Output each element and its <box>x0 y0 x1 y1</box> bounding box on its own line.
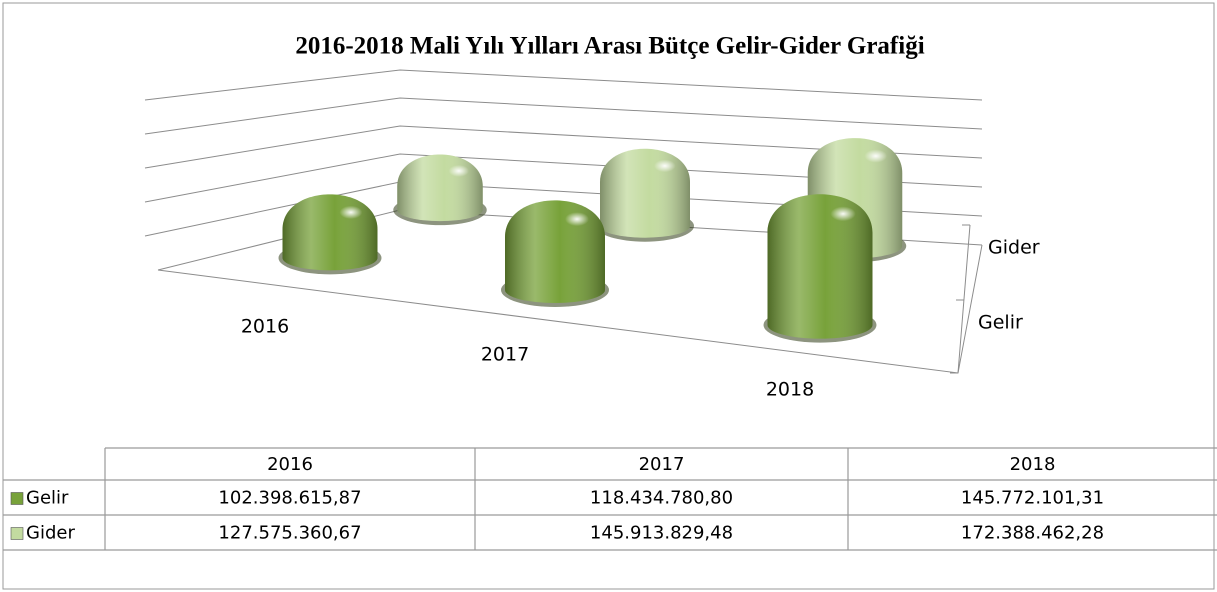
data-table: 2016 2017 2018 Gelir 102.398.615,87 118.434.7… <box>3 447 1217 551</box>
plot <box>278 138 907 343</box>
column-highlight <box>830 206 856 222</box>
legend-key <box>10 492 24 505</box>
legend-key <box>10 527 24 540</box>
table-header: 2018 <box>1010 454 1056 475</box>
wall-line <box>144 97 983 135</box>
walls: 2016 2017 2018 Gelir Gider <box>144 69 1040 401</box>
column-highlight <box>654 159 676 173</box>
table-header: 2017 <box>639 454 685 475</box>
wall-line <box>144 69 983 101</box>
column-highlight <box>448 164 470 177</box>
chart-title: 2016-2018 Mali Yılı Yılları Arası Bütçe … <box>295 33 924 60</box>
x-tick-label: 2016 <box>241 316 289 338</box>
table-header: 2016 <box>267 454 313 475</box>
column-shade <box>505 200 605 303</box>
table-row-label: Gelir <box>26 488 69 509</box>
table-cell: 145.913.829,48 <box>590 523 733 544</box>
wall-line <box>144 125 983 169</box>
table-cell: 145.772.101,31 <box>961 488 1104 509</box>
table-row-label: Gider <box>26 523 75 544</box>
depth-tick-label: Gider <box>988 237 1040 259</box>
depth-axis <box>957 224 971 374</box>
x-tick-label: 2017 <box>481 344 529 366</box>
column-highlight <box>864 149 888 163</box>
column-highlight <box>339 205 363 220</box>
column-shade <box>600 148 690 238</box>
table-cell: 127.575.360,67 <box>218 523 361 544</box>
table-cell: 118.434.780,80 <box>590 488 733 509</box>
column-highlight <box>565 212 589 227</box>
column-shade <box>397 154 483 222</box>
x-tick-label: 2018 <box>766 379 814 401</box>
depth-tick-label: Gelir <box>978 312 1023 334</box>
table-cell: 102.398.615,87 <box>218 488 361 509</box>
column-shade <box>767 194 873 339</box>
table-cell: 172.388.462,28 <box>961 523 1104 544</box>
wall-line <box>144 153 983 203</box>
column-shade <box>282 194 378 271</box>
